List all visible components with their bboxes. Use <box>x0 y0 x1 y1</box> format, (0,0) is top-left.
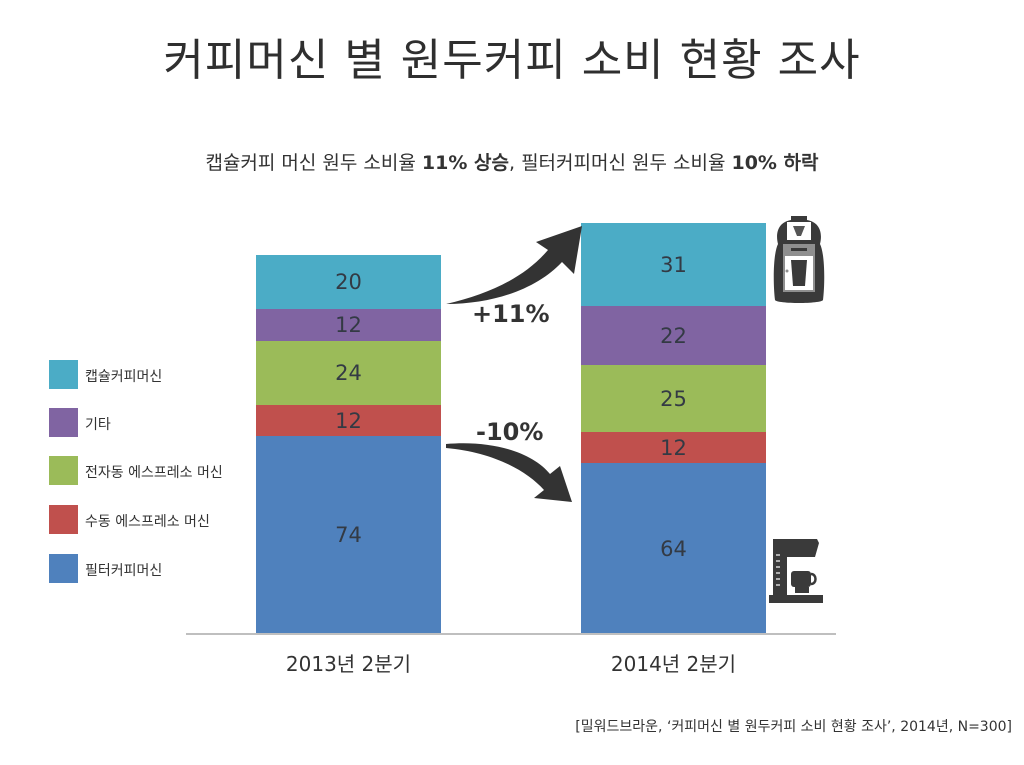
source-citation: [밀워드브라운, ‘커피머신 별 원두커피 소비 현황 조사’, 2014년, … <box>575 719 1012 735</box>
segment-auto-espresso: 25 <box>581 365 766 432</box>
legend-swatch-capsule <box>49 360 78 389</box>
segment-manual-espresso: 12 <box>256 405 441 436</box>
segment-capsule: 31 <box>581 223 766 306</box>
segment-other: 12 <box>256 309 441 341</box>
segment-other: 22 <box>581 306 766 365</box>
segment-filter: 64 <box>581 463 766 634</box>
legend-label: 기타 <box>85 417 111 433</box>
x-axis-baseline <box>186 633 836 635</box>
subtitle-part1: 캡슐커피 머신 원두 소비율 <box>205 152 422 174</box>
segment-filter: 74 <box>256 436 441 634</box>
bar-2013: 20 12 24 12 74 <box>256 255 441 634</box>
filter-coffee-machine-icon <box>769 539 823 603</box>
x-label-2013: 2013년 2분기 <box>285 652 412 676</box>
subtitle-part2: , 필터커피머신 원두 소비율 <box>508 152 732 174</box>
legend-label: 캡슐커피머신 <box>85 369 163 385</box>
increase-label: +11% <box>472 300 550 328</box>
subtitle-part1-bold: 11% 상승 <box>421 152 509 174</box>
legend-swatch-manual-espresso <box>49 505 78 534</box>
legend-swatch-filter <box>49 554 78 583</box>
legend-label: 수동 에스프레소 머신 <box>85 514 210 530</box>
legend-label: 전자동 에스프레소 머신 <box>85 465 223 481</box>
x-label-2014: 2014년 2분기 <box>610 652 737 676</box>
chart-subtitle: 캡슐커피 머신 원두 소비율 11% 상승, 필터커피머신 원두 소비율 10%… <box>0 148 1024 175</box>
decrease-label: -10% <box>476 418 544 446</box>
decrease-arrow-icon <box>446 443 572 502</box>
subtitle-part2-bold: 10% 하락 <box>731 152 819 174</box>
segment-manual-espresso: 12 <box>581 432 766 463</box>
segment-capsule: 20 <box>256 255 441 309</box>
legend-label: 필터커피머신 <box>85 563 163 579</box>
capsule-coffee-machine-icon <box>773 216 825 303</box>
legend-swatch-other <box>49 408 78 437</box>
legend-swatch-auto-espresso <box>49 456 78 485</box>
bar-2014: 31 22 25 12 64 <box>581 223 766 634</box>
chart-title: 커피머신 별 원두커피 소비 현황 조사 <box>163 35 861 86</box>
increase-arrow-icon <box>446 226 582 304</box>
segment-auto-espresso: 24 <box>256 341 441 405</box>
